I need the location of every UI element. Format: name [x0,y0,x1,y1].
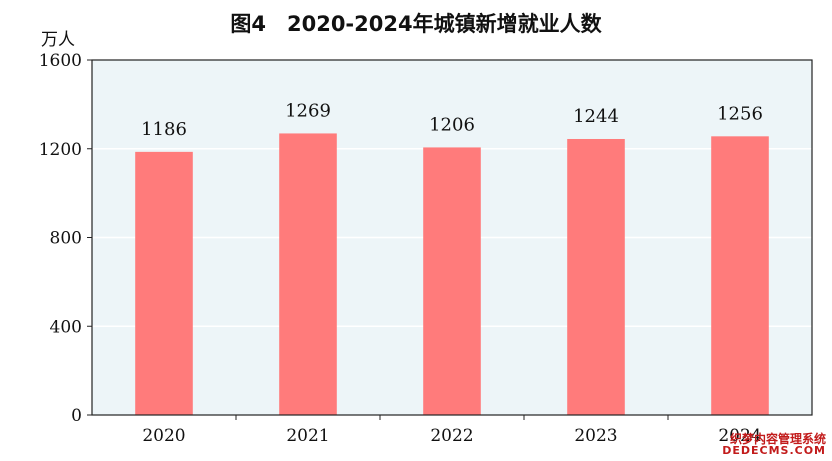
bar [567,138,625,416]
y-axis-unit: 万人 [41,30,75,50]
x-tick-label: 2021 [286,426,329,446]
axes: 0 400 800 1200 1600 2020 2021 2022 2023 2024 [39,51,813,446]
y-tick-label: 400 [50,317,82,337]
x-tick-label: 2024 [718,426,761,446]
y-tick-label: 1600 [39,51,82,71]
watermark-line-1: 织梦内容管理系统 [729,431,826,446]
data-label: 1269 [285,100,331,121]
y-tick-label: 1200 [39,140,82,160]
data-label: 1186 [141,119,187,140]
y-tick-label: 800 [50,229,82,249]
data-label: 1206 [429,114,475,135]
data-label: 1244 [573,106,619,127]
watermark-line-2: DEDECMS.COM [722,444,826,458]
bar [423,147,481,415]
bars [135,133,769,416]
bar [135,151,193,415]
bar [279,133,337,416]
bar [711,136,769,415]
chart-title: 图4 2020-2024年城镇新增就业人数 [230,12,602,36]
x-tick-label: 2023 [574,426,617,446]
watermark: 织梦内容管理系统 DEDECMS.COM [722,433,826,457]
x-tick-label: 2020 [142,426,185,446]
data-labels: 1186 1269 1206 1244 1256 [141,100,763,139]
plot-frame [91,59,813,416]
y-tick-label: 0 [71,406,82,426]
x-tick-label: 2022 [430,426,473,446]
data-label: 1256 [717,103,763,124]
